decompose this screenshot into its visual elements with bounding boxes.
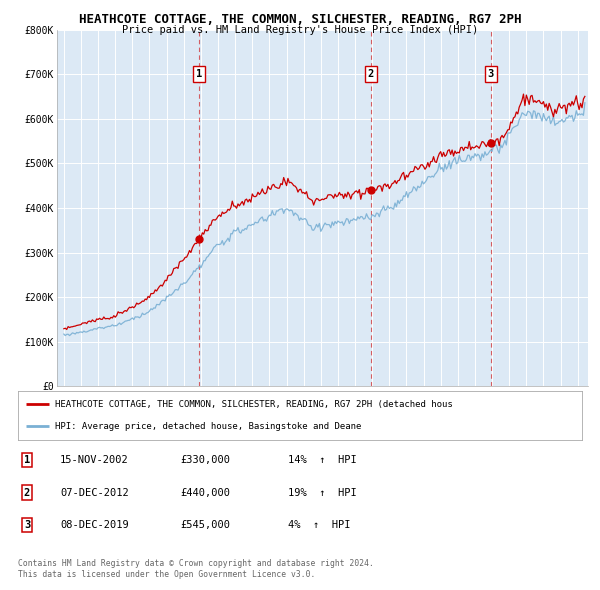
Text: 3: 3 bbox=[488, 69, 494, 79]
Text: HEATHCOTE COTTAGE, THE COMMON, SILCHESTER, READING, RG7 2PH (detached hous: HEATHCOTE COTTAGE, THE COMMON, SILCHESTE… bbox=[55, 400, 452, 409]
Text: HPI: Average price, detached house, Basingstoke and Deane: HPI: Average price, detached house, Basi… bbox=[55, 422, 361, 431]
Text: 3: 3 bbox=[24, 520, 30, 530]
Text: 14%  ↑  HPI: 14% ↑ HPI bbox=[288, 455, 357, 465]
Text: This data is licensed under the Open Government Licence v3.0.: This data is licensed under the Open Gov… bbox=[18, 571, 316, 579]
Text: 2: 2 bbox=[24, 488, 30, 497]
Text: Contains HM Land Registry data © Crown copyright and database right 2024.: Contains HM Land Registry data © Crown c… bbox=[18, 559, 374, 568]
Text: £545,000: £545,000 bbox=[180, 520, 230, 530]
Text: HEATHCOTE COTTAGE, THE COMMON, SILCHESTER, READING, RG7 2PH: HEATHCOTE COTTAGE, THE COMMON, SILCHESTE… bbox=[79, 13, 521, 26]
Text: Price paid vs. HM Land Registry's House Price Index (HPI): Price paid vs. HM Land Registry's House … bbox=[122, 25, 478, 35]
Text: 19%  ↑  HPI: 19% ↑ HPI bbox=[288, 488, 357, 497]
Text: 08-DEC-2019: 08-DEC-2019 bbox=[60, 520, 129, 530]
Text: £440,000: £440,000 bbox=[180, 488, 230, 497]
Text: 4%  ↑  HPI: 4% ↑ HPI bbox=[288, 520, 350, 530]
Text: 1: 1 bbox=[24, 455, 30, 465]
Text: £330,000: £330,000 bbox=[180, 455, 230, 465]
Text: 2: 2 bbox=[368, 69, 374, 79]
Text: 15-NOV-2002: 15-NOV-2002 bbox=[60, 455, 129, 465]
Text: 07-DEC-2012: 07-DEC-2012 bbox=[60, 488, 129, 497]
Text: 1: 1 bbox=[196, 69, 202, 79]
